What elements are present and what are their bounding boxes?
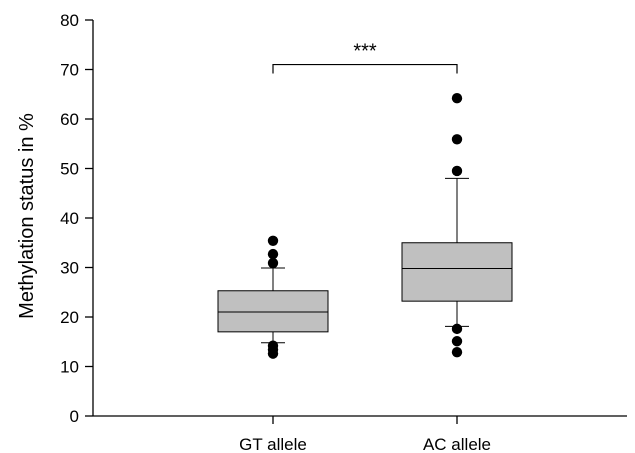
y-tick-label: 50	[60, 160, 79, 179]
y-tick-label: 30	[60, 259, 79, 278]
x-tick-label: AC allele	[423, 435, 491, 453]
y-tick-label: 0	[70, 407, 79, 426]
y-tick-label: 10	[60, 358, 79, 377]
box	[218, 291, 328, 332]
outlier-point	[452, 166, 462, 176]
y-tick-label: 70	[60, 61, 79, 80]
outlier-point	[268, 249, 278, 259]
outlier-point	[268, 258, 278, 268]
significance-bracket	[273, 65, 457, 74]
outlier-point	[452, 336, 462, 346]
box-group	[402, 93, 512, 357]
y-tick-label: 20	[60, 308, 79, 327]
outlier-point	[268, 341, 278, 351]
outlier-point	[452, 134, 462, 144]
outlier-point	[452, 93, 462, 103]
outlier-point	[452, 347, 462, 357]
outlier-point	[268, 236, 278, 246]
outlier-point	[452, 324, 462, 334]
box-group	[218, 236, 328, 359]
y-tick-label: 60	[60, 110, 79, 129]
y-tick-label: 40	[60, 209, 79, 228]
plot-area: ***	[218, 41, 512, 359]
y-tick-label: 80	[60, 11, 79, 30]
axes: 0 10 20 30 40 50 60 70 80 GT allele AC allele	[60, 11, 627, 453]
x-tick-label: GT allele	[239, 435, 307, 453]
y-axis-title: Methylation status in %	[16, 113, 38, 319]
box	[402, 243, 512, 301]
significance-label: ***	[353, 41, 377, 63]
